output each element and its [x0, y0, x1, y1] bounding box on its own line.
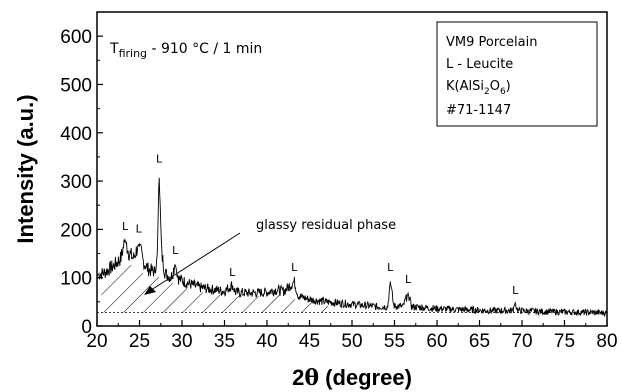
x-title-theta: θ	[304, 365, 319, 391]
x-tick-label: 70	[511, 331, 532, 352]
x-tick-label: 65	[469, 331, 490, 352]
t-symbol: T	[109, 41, 119, 57]
x-tick-label: 35	[214, 331, 235, 352]
y-tick-label: 200	[60, 220, 92, 241]
formula-part-3: )	[506, 79, 511, 94]
peak-label: L	[156, 152, 163, 165]
peak-label: L	[291, 261, 298, 274]
glassy-pointer-arrow	[144, 286, 156, 295]
glassy-phase-hatch	[97, 265, 335, 313]
t-subscript: firing	[119, 47, 147, 60]
formula-part-2: O	[490, 79, 500, 94]
peak-label: L	[172, 244, 179, 257]
y-tick-label: 100	[60, 269, 92, 290]
y-axis-ticks: 0 100 200 300 400 500 600	[60, 27, 103, 338]
legend-box: VM9 Porcelain L - Leucite K(AlSi2O6) #71…	[436, 21, 598, 127]
glassy-pointer-line	[147, 232, 241, 293]
peak-label: L	[229, 266, 236, 279]
y-tick-label: 400	[60, 124, 92, 145]
x-tick-label: 55	[384, 331, 405, 352]
glassy-phase-label: glassy residual phase	[256, 218, 396, 233]
legend-line-2: L - Leucite	[446, 57, 513, 72]
hatch-region	[97, 265, 335, 313]
formula-sub-2: 6	[500, 87, 506, 97]
peak-label: L	[405, 273, 412, 286]
series-layer	[96, 177, 608, 318]
y-tick-label: 300	[60, 172, 92, 193]
legend-formula: K(AlSi2O6)	[446, 79, 511, 97]
x-tick-label: 25	[129, 331, 150, 352]
x-tick-label: 50	[341, 331, 362, 352]
x-tick-label: 40	[256, 331, 277, 352]
x-title-suffix: (degree)	[319, 365, 412, 390]
y-axis-title: Intensity (a.u.)	[13, 94, 38, 243]
y-tick-label: 500	[60, 75, 92, 96]
formula-part-1: K(AlSi	[446, 79, 484, 94]
x-tick-label: 30	[171, 331, 192, 352]
peak-label: L	[136, 222, 143, 235]
t-rest: - 910 °C / 1 min	[147, 41, 262, 57]
x-tick-label: 75	[554, 331, 575, 352]
x-tick-label: 45	[299, 331, 320, 352]
legend-line-1: VM9 Porcelain	[446, 35, 537, 50]
peak-label: L	[512, 284, 519, 297]
formula-sub-1: 2	[484, 87, 490, 97]
x-tick-label: 60	[426, 331, 447, 352]
y-tick-label: 0	[81, 317, 92, 338]
x-title-prefix: 2	[292, 365, 304, 390]
y-tick-label: 600	[60, 27, 92, 48]
series-line	[96, 177, 608, 318]
x-tick-label: 80	[596, 331, 617, 352]
x-axis-title: 2θ (degree)	[292, 365, 412, 391]
firing-annotation: Tfiring - 910 °C / 1 min	[109, 41, 262, 60]
x-tick-label: 20	[86, 331, 107, 352]
legend-line-4: #71-1147	[446, 103, 511, 118]
peak-label: L	[122, 220, 129, 233]
x-axis-ticks: 20 25 30 35 40 45 50 55 60 65 70 75 80	[86, 320, 618, 352]
peak-label: L	[387, 261, 394, 274]
